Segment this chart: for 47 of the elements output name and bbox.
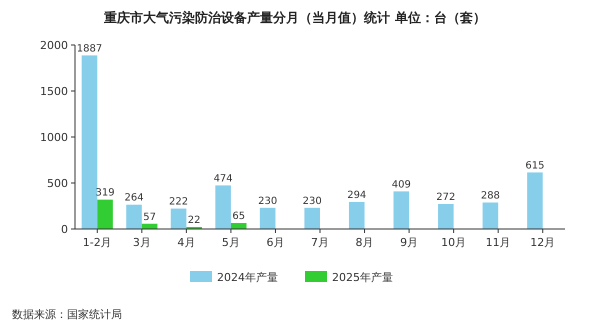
y-tick-label: 500 [47,176,68,190]
legend-label: 2024年产量 [217,270,278,284]
y-tick-label: 0 [61,222,68,236]
data-label: 65 [232,211,246,222]
source-note: 数据来源：国家统计局 [12,308,122,321]
data-label: 272 [436,192,456,203]
data-label: 1887 [76,43,102,54]
data-label: 294 [347,190,366,201]
x-tick-label: 10月 [441,236,466,249]
x-tick-label: 1-2月 [82,236,112,249]
y-tick-label: 2000 [40,38,68,52]
bar [126,204,142,229]
bar [260,208,276,229]
data-label: 222 [169,196,188,208]
data-label: 230 [258,196,278,207]
x-tick-label: 11月 [486,236,511,249]
data-label: 615 [525,160,544,172]
x-tick-label: 4月 [177,236,196,249]
x-tick-label: 12月 [530,236,556,249]
data-label: 22 [188,214,201,226]
chart-title: 重庆市大气污染防治设备产量分月（当月值）统计 单位：台（套） [103,10,486,26]
legend-label: 2025年产量 [332,270,393,284]
bar [304,208,320,229]
x-tick-label: 3月 [132,236,151,249]
data-label: 474 [214,173,233,184]
bar [97,200,113,229]
bar [215,185,231,229]
x-tick-label: 8月 [356,236,374,249]
data-label: 57 [143,212,156,223]
x-tick-label: 7月 [311,236,329,249]
data-label: 264 [124,192,144,204]
bar [230,223,246,229]
x-tick-label: 9月 [400,236,418,249]
bar [394,191,410,229]
bar [170,208,186,229]
bar [82,55,98,229]
x-tick-label: 6月 [266,236,284,249]
data-label: 409 [392,179,411,190]
bar [482,202,498,229]
y-tick-label: 1500 [40,84,68,98]
bar [348,202,365,229]
data-label: 230 [302,196,322,207]
bar [527,172,543,229]
data-label: 288 [480,190,500,202]
bar [438,204,454,229]
x-tick-label: 5月 [222,236,240,249]
y-tick-label: 1000 [40,130,68,144]
